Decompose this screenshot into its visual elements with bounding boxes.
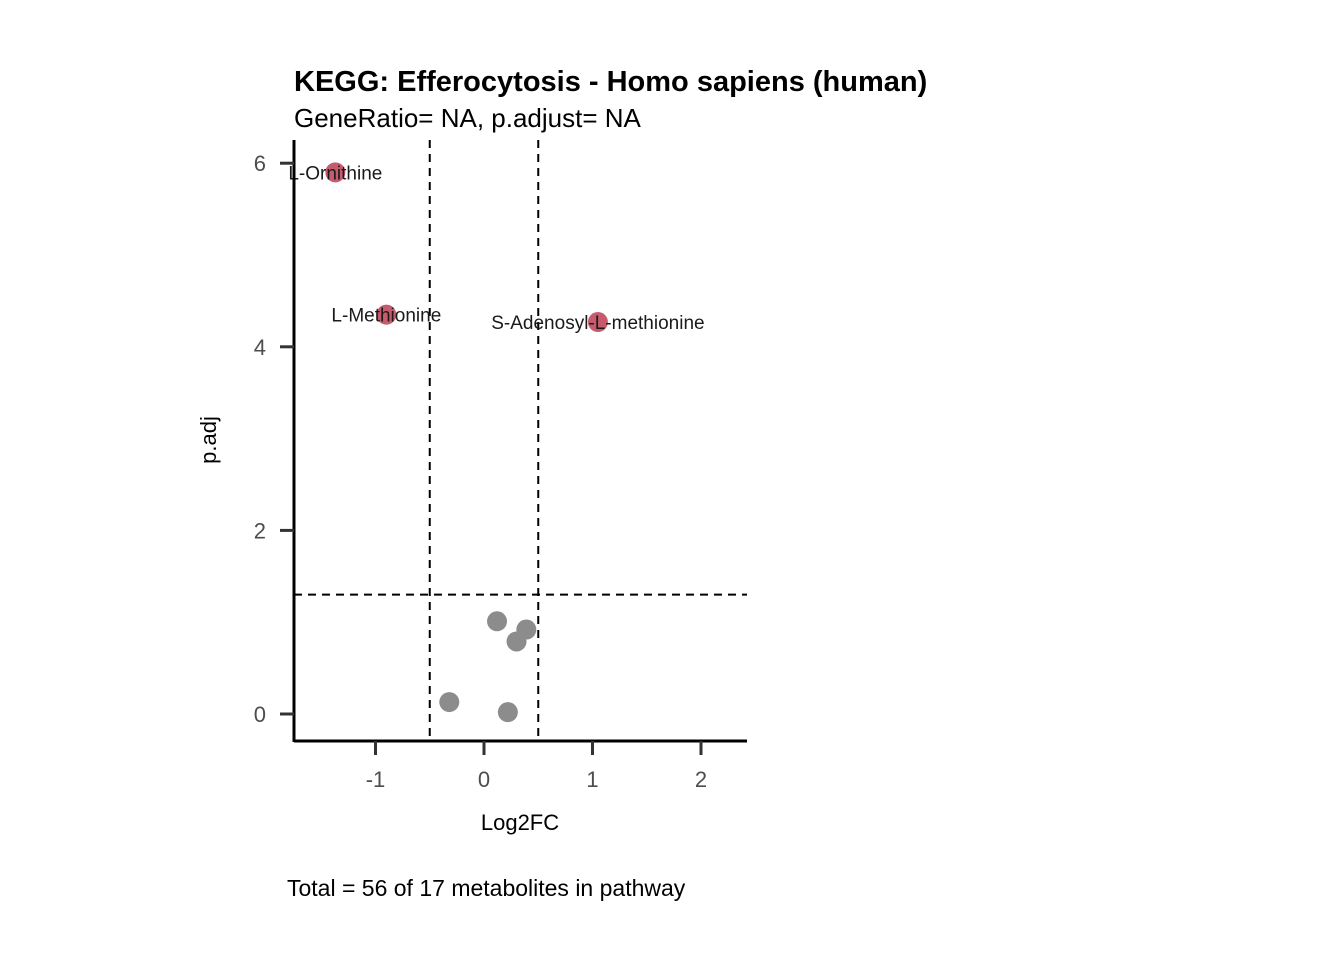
point-label-3: S-Adenosyl-L-methionine <box>491 313 704 334</box>
significant-point-2 <box>376 304 397 325</box>
threshold-lines <box>294 140 747 741</box>
x-axis-ticks: -1 0 1 2 <box>366 741 707 792</box>
y-tick-label-3: 4 <box>254 335 266 360</box>
chart-subtitle: GeneRatio= NA, p.adjust= NA <box>294 103 642 133</box>
chart-title: KEGG: Efferocytosis - Homo sapiens (huma… <box>294 66 927 98</box>
x-tick-label-1: -1 <box>366 767 386 792</box>
nonsignificant-point-7 <box>439 692 460 713</box>
y-tick-label-2: 2 <box>254 518 266 543</box>
y-tick-label-1: 0 <box>254 702 266 727</box>
x-tick-label-4: 2 <box>695 767 707 792</box>
x-axis-title: Log2FC <box>481 810 559 835</box>
nonsignificant-point-8 <box>497 702 518 723</box>
pathway-caption: Total = 56 of 17 metabolites in pathway <box>287 875 686 901</box>
x-tick-label-2: 0 <box>478 767 490 792</box>
significant-point-3 <box>587 312 608 333</box>
point-labels: L-Ornithine L-Methionine S-Adenosyl-L-meth… <box>288 163 704 334</box>
point-label-1: L-Ornithine <box>288 163 382 184</box>
y-axis-title: p.adj <box>196 416 221 464</box>
y-axis-ticks: 0 2 4 6 <box>254 151 294 727</box>
significant-point-1 <box>325 162 346 183</box>
nonsignificant-point-4 <box>487 611 508 632</box>
nonsignificant-point-6 <box>506 631 527 652</box>
data-points <box>325 162 608 723</box>
y-tick-label-4: 6 <box>254 151 266 176</box>
x-tick-label-3: 1 <box>586 767 598 792</box>
point-label-2: L-Methionine <box>331 306 441 327</box>
